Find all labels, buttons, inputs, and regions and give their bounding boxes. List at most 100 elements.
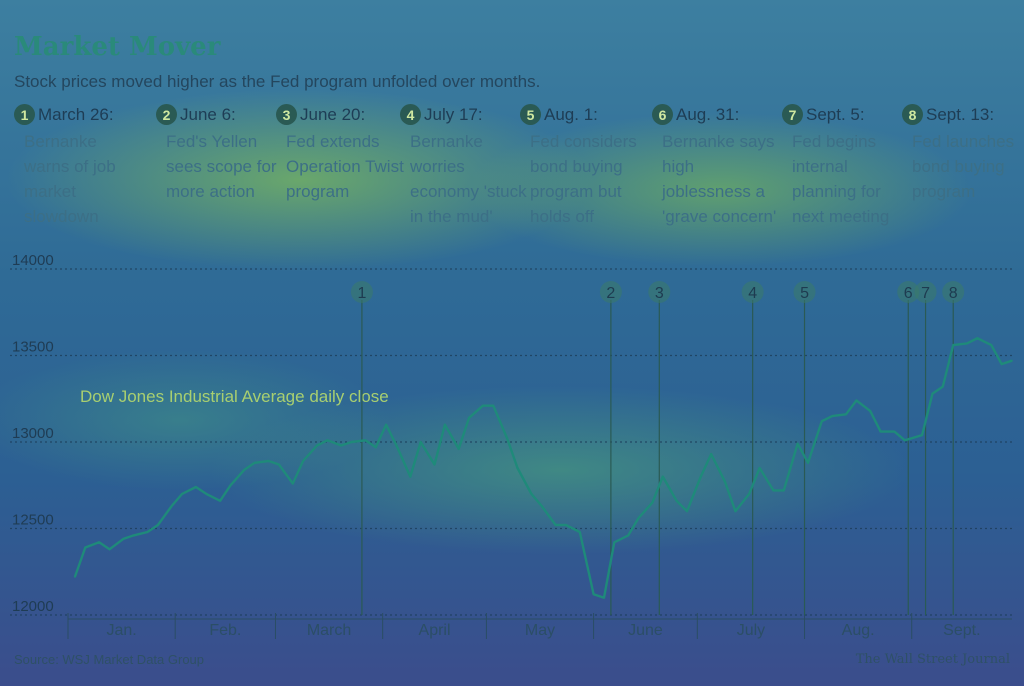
x-tick-label: May <box>525 622 555 639</box>
event-marker-badge <box>599 281 622 303</box>
data-point <box>931 392 934 395</box>
data-point <box>146 531 149 533</box>
event-date: Sept. 13: <box>926 104 995 124</box>
data-point <box>710 453 712 455</box>
event-date: Aug. 31: <box>676 104 740 124</box>
event-description: Fed begins internal planning for next me… <box>792 132 890 226</box>
data-point <box>976 337 979 340</box>
event-marker-label: 5 <box>800 285 809 302</box>
data-point <box>879 430 882 433</box>
y-tick-label: 12000 <box>12 598 54 615</box>
x-tick-label: July <box>737 622 765 639</box>
data-point <box>302 460 304 462</box>
data-point <box>603 596 605 599</box>
data-point <box>516 467 519 469</box>
data-point <box>444 423 446 426</box>
data-point <box>84 546 87 549</box>
data-point <box>990 344 993 346</box>
data-point <box>782 489 785 492</box>
event-number-badge: 7 <box>782 104 803 125</box>
data-point <box>952 344 955 346</box>
data-point <box>592 593 595 596</box>
data-point <box>267 460 270 462</box>
data-point <box>132 534 135 537</box>
event-description: Fed launches bond buying program <box>912 132 1015 201</box>
event-header: 8 Sept. 13: <box>902 104 1024 125</box>
data-point <box>350 441 353 443</box>
data-point <box>807 461 809 464</box>
data-point <box>772 489 775 492</box>
data-point <box>637 517 640 519</box>
data-point <box>219 500 221 502</box>
event-number-badge: 6 <box>652 104 673 125</box>
data-point <box>966 342 968 345</box>
data-point <box>205 493 208 495</box>
series-annotation: Dow Jones Industrial Average daily close <box>80 387 389 406</box>
event-description: Fed extends Operation Twist program <box>286 132 404 201</box>
data-point <box>229 484 232 487</box>
data-point <box>578 531 581 533</box>
event-number-badge: 2 <box>156 104 177 125</box>
data-point <box>482 404 484 407</box>
data-point <box>195 486 197 488</box>
event-description: Fed considers bond buying program but ho… <box>530 132 637 226</box>
source-note: Source: WSJ Market Data Group <box>14 652 205 667</box>
event-marker-label: 1 <box>357 285 366 302</box>
data-point <box>316 444 318 447</box>
event-description: Bernanke says high joblessness a 'grave … <box>662 132 777 226</box>
event-7: 7 Sept. 5: Fed begins internal planning fo… <box>782 104 910 229</box>
data-point <box>748 493 751 495</box>
data-point <box>1000 363 1003 365</box>
credit-note: The Wall Street Journal <box>855 652 1010 667</box>
event-marker-label: 2 <box>606 285 615 302</box>
data-point <box>661 475 664 478</box>
event-number-badge: 5 <box>520 104 541 125</box>
event-4: 4 July 17: Bernanke worries economy 'stuck… <box>400 104 528 229</box>
data-point <box>181 493 183 495</box>
y-tick-label: 13000 <box>12 425 54 442</box>
event-1: 1 March 26: Bernanke warns of job market s… <box>14 104 142 229</box>
event-marker-badge <box>942 281 965 303</box>
event-5: 5 Aug. 1: Fed considers bond buying progra… <box>520 104 648 229</box>
event-2: 2 June 6: Fed's Yellen sees scope for more… <box>156 104 284 204</box>
data-point <box>419 441 422 443</box>
event-marker-label: 8 <box>949 285 958 302</box>
data-point <box>492 404 495 407</box>
event-number-badge: 4 <box>400 104 421 125</box>
data-point <box>122 538 125 540</box>
data-point <box>530 493 533 495</box>
event-6: 6 Aug. 31: Bernanke says high joblessness … <box>652 104 780 229</box>
event-marker-badge <box>741 281 764 303</box>
data-point <box>904 439 906 442</box>
chart-subtitle: Stock prices moved higher as the Fed pro… <box>14 72 541 91</box>
event-date: July 17: <box>424 104 483 124</box>
data-point <box>942 385 944 388</box>
x-tick-label: June <box>628 622 663 639</box>
chart-title: Market Mover <box>14 32 221 62</box>
event-marker-badge <box>350 281 373 303</box>
dow-series-line <box>73 337 1013 599</box>
event-marker-label: 3 <box>655 285 664 302</box>
event-header: 3 June 20: <box>276 104 404 125</box>
data-point <box>921 434 923 436</box>
event-header: 4 July 17: <box>400 104 528 125</box>
event-number-badge: 8 <box>902 104 923 125</box>
event-8: 8 Sept. 13: Fed launches bond buying progr… <box>902 104 1024 204</box>
data-point <box>385 423 387 426</box>
data-point <box>893 430 896 433</box>
y-tick-label: 12500 <box>12 512 54 529</box>
data-point <box>170 505 173 507</box>
data-point <box>409 475 412 478</box>
event-marker-label: 6 <box>904 285 913 302</box>
data-point <box>540 505 543 507</box>
event-marker-badge <box>914 281 937 303</box>
data-point <box>157 524 159 526</box>
event-number-badge: 3 <box>276 104 297 125</box>
x-tick-label: Jan. <box>106 622 136 639</box>
data-point <box>457 448 460 450</box>
y-tick-label: 14000 <box>12 252 54 269</box>
data-point <box>74 576 76 578</box>
x-tick-label: Sept. <box>943 622 980 639</box>
x-tick-label: Feb. <box>209 622 241 639</box>
